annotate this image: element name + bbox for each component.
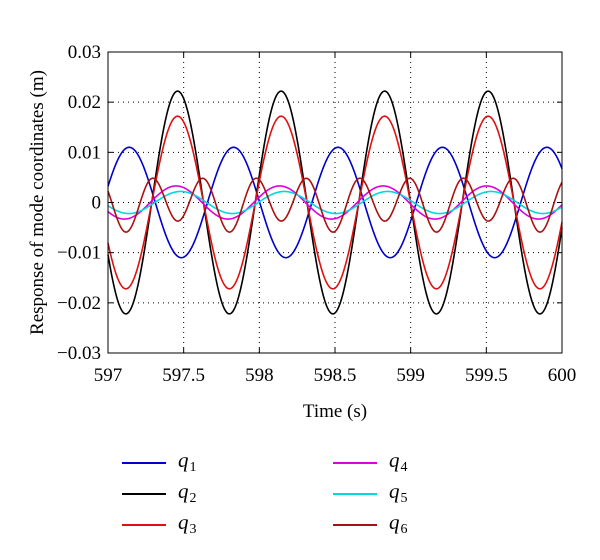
x-tick-label: 598.5 xyxy=(314,365,357,386)
legend-label-subscript: 3 xyxy=(190,522,197,537)
legend-label-q6: q6 xyxy=(389,510,408,537)
y-tick-label: 0.03 xyxy=(68,42,101,63)
legend-label-q1: q1 xyxy=(178,448,197,475)
x-tick-label: 599 xyxy=(396,365,425,386)
y-tick-label: −0.03 xyxy=(57,343,101,364)
y-tick-label: 0 xyxy=(92,193,102,214)
legend-label-q5: q5 xyxy=(389,479,408,506)
x-tick-label: 598 xyxy=(245,365,274,386)
legend-label-subscript: 2 xyxy=(190,491,197,506)
x-tick-label: 600 xyxy=(548,365,577,386)
x-tick-label: 597 xyxy=(94,365,123,386)
series-line-q3 xyxy=(107,115,563,290)
grid-lines xyxy=(108,52,562,353)
x-tick-label: 597.5 xyxy=(162,365,205,386)
series-lines xyxy=(107,90,563,315)
series-line-q4 xyxy=(107,185,563,220)
legend-label-main: q xyxy=(178,479,189,503)
legend-label-subscript: 4 xyxy=(401,460,408,475)
legend-label-main: q xyxy=(389,448,400,472)
series-line-q6 xyxy=(107,177,563,233)
x-tick-label: 599.5 xyxy=(465,365,508,386)
legend-label-main: q xyxy=(389,479,400,503)
series-line-q5 xyxy=(107,190,563,215)
legend-label-main: q xyxy=(389,510,400,534)
legend-label-main: q xyxy=(178,448,189,472)
legend-label-q2: q2 xyxy=(178,479,197,506)
y-tick-label: −0.02 xyxy=(57,293,101,314)
y-axis-title: Response of mode coordinates (m) xyxy=(27,70,48,335)
legend-label-subscript: 1 xyxy=(190,460,197,475)
legend-label-q4: q4 xyxy=(389,448,408,475)
legend-label-subscript: 6 xyxy=(401,522,408,537)
series-line-q2 xyxy=(107,90,563,315)
x-axis-title: Time (s) xyxy=(303,401,367,422)
legend-label-q3: q3 xyxy=(178,510,197,537)
legend-label-subscript: 5 xyxy=(401,491,408,506)
y-tick-label: −0.01 xyxy=(57,243,101,264)
legend-label-main: q xyxy=(178,510,189,534)
series-line-q1 xyxy=(107,146,563,259)
y-tick-label: 0.01 xyxy=(68,142,101,163)
y-tick-label: 0.02 xyxy=(68,92,101,113)
axis-ticks: 597 597.5 598 598.5 599 599.5 600 −0.03 −0.02 −0.… xyxy=(57,42,576,386)
